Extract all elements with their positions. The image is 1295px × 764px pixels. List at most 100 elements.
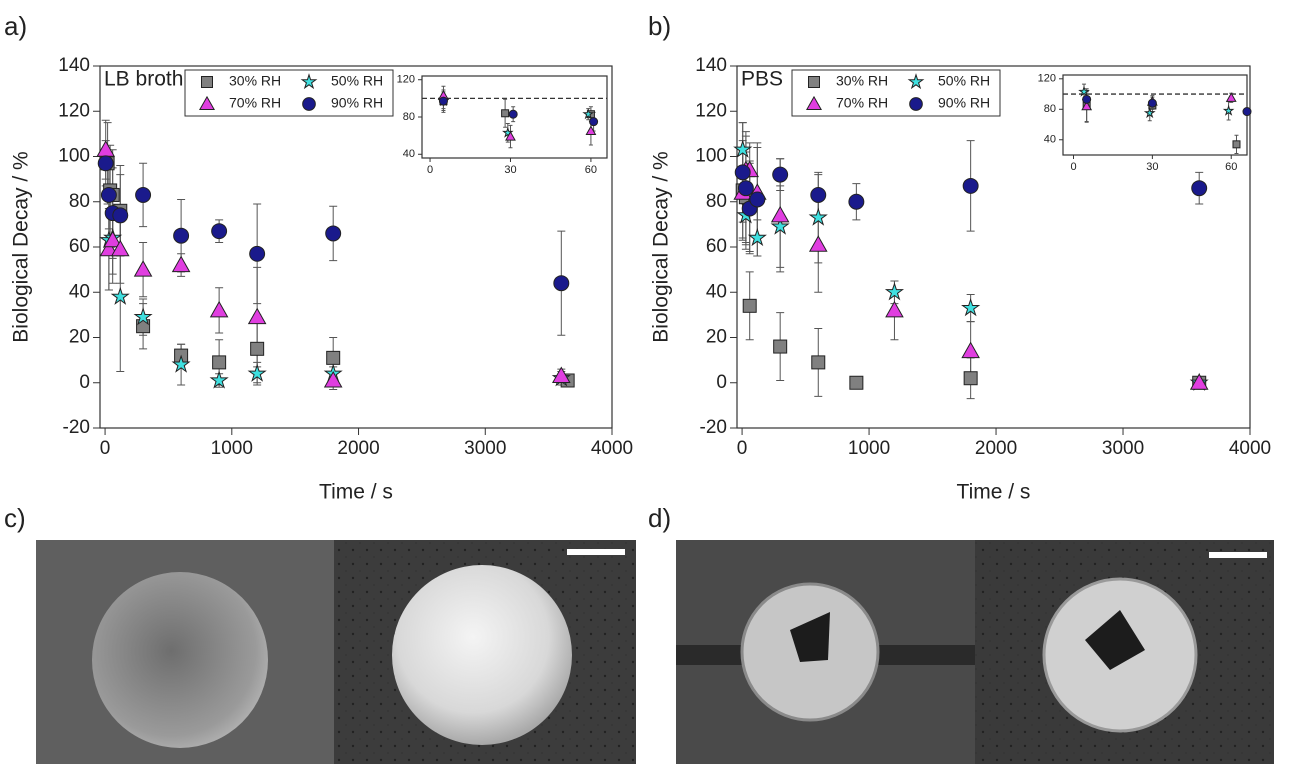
marker [212, 355, 227, 370]
inset-chart: 0 30 60 40 80 120 [397, 74, 608, 176]
y-tick-label: 120 [695, 100, 727, 121]
marker [737, 180, 754, 197]
marker [808, 235, 828, 252]
marker [249, 245, 266, 262]
marker [505, 131, 516, 141]
marker [808, 207, 828, 226]
y-tick-label: 20 [69, 327, 90, 348]
marker [133, 307, 153, 326]
marker [100, 186, 117, 203]
marker [848, 193, 865, 210]
y-tick-label: 0 [716, 372, 727, 393]
marker [110, 286, 130, 305]
marker [551, 366, 571, 383]
marker [300, 73, 318, 90]
x-axis-title: Time / s [319, 481, 393, 504]
marker [201, 76, 213, 88]
panel-label: d) [648, 503, 671, 533]
marker [1147, 98, 1157, 108]
marker [963, 371, 978, 386]
panel-label: b) [648, 11, 671, 41]
panel-label: a) [4, 11, 27, 41]
marker [589, 117, 599, 127]
y-tick-label: 40 [706, 281, 727, 302]
y-tick-label: -20 [700, 417, 727, 438]
marker [211, 223, 228, 240]
legend-label: 50% RH [938, 73, 990, 89]
y-tick-label: 120 [397, 74, 415, 86]
marker [553, 275, 570, 292]
marker [501, 109, 510, 118]
y-tick-label: 100 [58, 146, 90, 167]
marker [773, 339, 788, 354]
marker [247, 363, 267, 382]
marker [325, 225, 342, 242]
y-tick-label: 20 [706, 327, 727, 348]
marker [849, 375, 864, 390]
marker [733, 139, 753, 158]
chart-title: LB broth [104, 68, 183, 91]
marker [770, 205, 790, 223]
marker [135, 186, 152, 203]
marker [811, 355, 826, 370]
marker [198, 95, 216, 110]
marker [99, 239, 119, 257]
x-tick-label: 60 [585, 164, 597, 176]
marker [582, 108, 595, 120]
y-tick-label: 140 [58, 55, 90, 76]
marker [103, 230, 122, 248]
marker [961, 298, 981, 317]
marker [438, 96, 448, 106]
marker [747, 227, 767, 247]
legend-label: 90% RH [938, 95, 990, 111]
x-tick-label: 60 [1225, 161, 1237, 173]
y-tick-label: 80 [1044, 103, 1056, 115]
marker [508, 109, 518, 119]
x-tick-label: 1000 [211, 438, 253, 459]
chart-title: PBS [741, 68, 783, 91]
x-tick-label: 1000 [848, 438, 890, 459]
marker [808, 76, 820, 88]
particle [392, 565, 572, 745]
marker [805, 95, 823, 110]
marker [1189, 373, 1209, 390]
legend-label: 50% RH [331, 73, 383, 89]
marker [884, 282, 905, 301]
y-tick-label: 40 [1044, 134, 1056, 146]
x-tick-label: 30 [1146, 161, 1158, 173]
y-tick-label: 120 [58, 100, 90, 121]
marker [112, 207, 129, 224]
y-tick-label: 60 [706, 236, 727, 257]
x-tick-label: 3000 [1102, 438, 1144, 459]
y-tick-label: 100 [695, 146, 727, 167]
marker [209, 370, 229, 389]
y-tick-label: 80 [69, 191, 90, 212]
marker [810, 186, 827, 203]
legend-label: 30% RH [229, 73, 281, 89]
x-tick-label: 30 [504, 164, 516, 176]
x-tick-label: 3000 [464, 438, 506, 459]
panel-label: c) [4, 503, 26, 533]
legend-box [791, 69, 1001, 117]
marker [97, 155, 114, 172]
marker [171, 255, 191, 273]
marker [326, 350, 341, 365]
y-axis-title: Biological Decay / % [10, 151, 33, 342]
legend-label: 30% RH [836, 73, 888, 89]
particle-hole [1085, 610, 1145, 670]
x-tick-label: 0 [737, 438, 748, 459]
marker [302, 97, 316, 111]
x-axis-title: Time / s [957, 481, 1031, 504]
x-tick-label: 4000 [1229, 438, 1271, 459]
y-tick-label: 40 [69, 281, 90, 302]
y-tick-label: 80 [403, 111, 415, 123]
marker [171, 354, 191, 373]
marker [749, 191, 766, 208]
marker [585, 125, 597, 135]
y-tick-label: 140 [695, 55, 727, 76]
y-tick-label: -20 [63, 417, 90, 438]
marker [885, 300, 904, 318]
x-tick-label: 0 [427, 164, 433, 176]
y-tick-label: 0 [79, 372, 90, 393]
